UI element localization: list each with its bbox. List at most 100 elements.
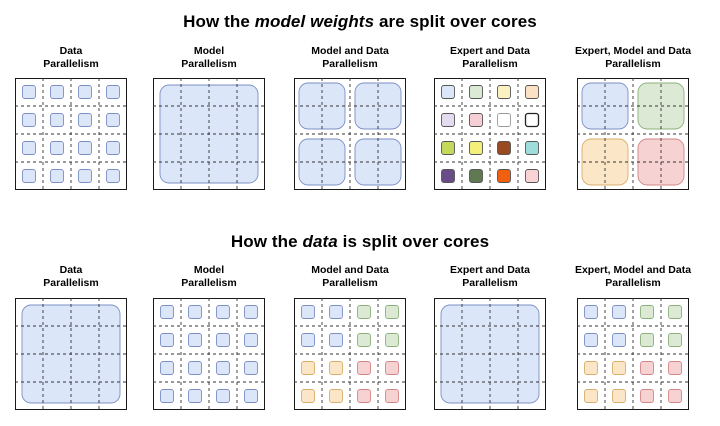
weights-core-grid xyxy=(577,78,689,190)
label-line: Model xyxy=(193,45,225,57)
label-line: Parallelism xyxy=(43,58,99,70)
core-block xyxy=(497,169,511,183)
label-line: Parallelism xyxy=(181,277,237,289)
core-block xyxy=(244,361,258,375)
label-line: Parallelism xyxy=(322,277,378,289)
core-block xyxy=(106,169,120,183)
core-block xyxy=(357,361,371,375)
core-block xyxy=(469,169,483,183)
label-line: Model xyxy=(193,264,225,276)
core-block xyxy=(525,141,539,155)
core-block xyxy=(244,305,258,319)
label-line: Parallelism xyxy=(181,58,237,70)
core-block xyxy=(469,85,483,99)
core-block xyxy=(216,333,230,347)
core-grid-svg xyxy=(15,298,127,410)
core-block xyxy=(301,305,315,319)
data-core-grid xyxy=(153,298,265,410)
core-block xyxy=(50,141,64,155)
label-line: Data xyxy=(59,45,83,57)
core-block xyxy=(78,169,92,183)
core-block xyxy=(329,333,343,347)
core-grid-svg xyxy=(434,78,546,190)
core-grid-svg xyxy=(153,78,265,190)
weights-panel-label: Model and Data Parallelism xyxy=(278,45,422,71)
core-block xyxy=(612,333,626,347)
core-block xyxy=(612,389,626,403)
weights-core-grid xyxy=(434,78,546,190)
title-suffix: are split over cores xyxy=(374,12,537,31)
core-grid-svg xyxy=(294,298,406,410)
core-block xyxy=(50,85,64,99)
data-section-title: How the data is split over cores xyxy=(0,232,720,252)
label-line: Expert and Data xyxy=(450,264,530,276)
core-block xyxy=(188,305,202,319)
data-core-grid xyxy=(15,298,127,410)
label-line: Parallelism xyxy=(462,58,518,70)
weights-panel-label: Expert, Model and Data Parallelism xyxy=(561,45,705,71)
title-emphasis: data xyxy=(302,232,338,251)
core-block xyxy=(301,333,315,347)
core-block xyxy=(244,389,258,403)
core-block xyxy=(50,113,64,127)
label-line: Parallelism xyxy=(462,277,518,289)
data-panel-label: Model and Data Parallelism xyxy=(278,264,422,290)
label-line: Model and Data xyxy=(311,45,389,57)
core-block xyxy=(584,389,598,403)
core-block xyxy=(441,169,455,183)
data-core-grid xyxy=(434,298,546,410)
core-block xyxy=(640,333,654,347)
core-block xyxy=(160,305,174,319)
core-block xyxy=(106,141,120,155)
core-block xyxy=(441,141,455,155)
core-block xyxy=(469,141,483,155)
core-block xyxy=(640,389,654,403)
core-block xyxy=(357,333,371,347)
core-block xyxy=(50,169,64,183)
label-line: Model and Data xyxy=(311,264,389,276)
core-block xyxy=(584,361,598,375)
core-block xyxy=(106,113,120,127)
core-block xyxy=(497,113,511,127)
core-block xyxy=(78,141,92,155)
core-block xyxy=(106,85,120,99)
core-block xyxy=(160,361,174,375)
core-block xyxy=(668,305,682,319)
core-block xyxy=(385,389,399,403)
core-block xyxy=(612,361,626,375)
core-grid-svg xyxy=(577,298,689,410)
core-block xyxy=(525,169,539,183)
title-prefix: How the xyxy=(183,12,255,31)
core-block xyxy=(668,389,682,403)
core-block xyxy=(188,361,202,375)
title-suffix: is split over cores xyxy=(337,232,490,251)
core-block xyxy=(216,361,230,375)
core-block xyxy=(78,85,92,99)
core-block xyxy=(22,141,36,155)
data-panel-label: Model Parallelism xyxy=(137,264,281,290)
label-line: Parallelism xyxy=(43,277,99,289)
weights-core-grid xyxy=(153,78,265,190)
label-line: Parallelism xyxy=(322,58,378,70)
core-block xyxy=(524,112,540,128)
core-block xyxy=(441,85,455,99)
core-block xyxy=(160,333,174,347)
core-block xyxy=(469,113,483,127)
label-line: Parallelism xyxy=(605,277,661,289)
weights-core-grid xyxy=(15,78,127,190)
core-block xyxy=(244,333,258,347)
core-block xyxy=(668,333,682,347)
core-block xyxy=(22,169,36,183)
core-block xyxy=(385,333,399,347)
label-line: Parallelism xyxy=(605,58,661,70)
core-block xyxy=(385,305,399,319)
core-block xyxy=(188,333,202,347)
core-block xyxy=(22,85,36,99)
core-block xyxy=(216,305,230,319)
data-panel-label: Expert and Data Parallelism xyxy=(418,264,562,290)
core-block xyxy=(357,389,371,403)
core-block xyxy=(385,361,399,375)
core-block xyxy=(584,305,598,319)
core-block xyxy=(78,113,92,127)
data-panel-label: Expert, Model and Data Parallelism xyxy=(561,264,705,290)
